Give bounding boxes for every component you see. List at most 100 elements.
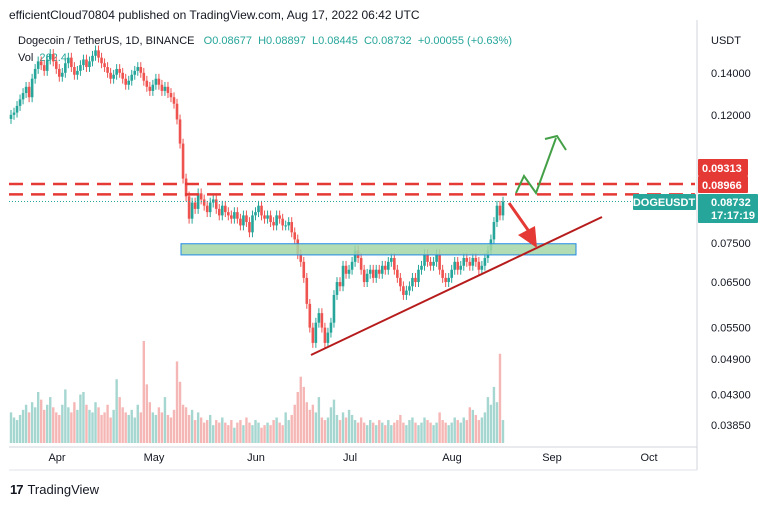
volume-bar xyxy=(368,420,372,443)
y-tick-label: 0.06500 xyxy=(711,277,751,289)
volume-bar xyxy=(263,425,266,443)
candle-body xyxy=(299,254,303,262)
candle-body xyxy=(18,99,22,106)
volume-bar xyxy=(326,417,330,443)
candle-body xyxy=(248,222,251,233)
volume-bar xyxy=(290,414,293,443)
y-tick-label: 0.14000 xyxy=(711,68,751,80)
volume-bar xyxy=(408,420,411,443)
candle-body xyxy=(462,257,466,266)
candle-body xyxy=(396,269,399,278)
volume-bar xyxy=(178,381,182,443)
volume-bar xyxy=(97,407,100,443)
symbol-tag-text: DOGEUSDT xyxy=(633,197,696,209)
volume-bar xyxy=(396,420,399,443)
tradingview-brand[interactable]: 17 TradingView xyxy=(10,482,99,497)
support-zone xyxy=(180,243,577,256)
volume-bar xyxy=(151,412,155,443)
candle-body xyxy=(465,257,469,262)
candle-body xyxy=(112,74,115,79)
volume-bar xyxy=(332,399,336,443)
candle-body xyxy=(305,277,309,304)
volume-bar xyxy=(245,417,248,443)
volume-bar xyxy=(356,422,360,443)
volume-bar xyxy=(248,422,251,443)
candle-body xyxy=(169,93,173,98)
candle-body xyxy=(217,208,221,216)
volume-bar xyxy=(236,422,239,443)
price-tag-second-text: 0.08966 xyxy=(702,180,742,192)
volume-bar xyxy=(224,422,227,443)
trendline xyxy=(310,216,603,356)
volume-bar xyxy=(420,422,423,443)
candle-body xyxy=(374,269,378,278)
price-tag-top-text: 0.09313 xyxy=(702,163,742,175)
candle-body xyxy=(498,205,502,216)
candle-body xyxy=(12,112,16,115)
candle-body xyxy=(441,269,444,278)
volume-bar xyxy=(284,412,287,443)
candle-body xyxy=(57,68,61,77)
candle-body xyxy=(450,269,453,278)
candle-body xyxy=(82,59,85,66)
candle-body xyxy=(365,273,369,283)
volume-bar xyxy=(456,420,459,443)
volume-bar xyxy=(64,389,67,443)
candle-body xyxy=(190,202,194,219)
volume-bar xyxy=(405,425,408,443)
candle-body xyxy=(224,205,227,213)
candle-body xyxy=(91,55,94,62)
candle-body xyxy=(94,50,97,56)
volume-bar xyxy=(308,409,312,443)
change-value: +0.00055 (+0.63%) xyxy=(417,35,512,47)
volume-bar xyxy=(281,425,284,443)
candle-body xyxy=(178,119,182,144)
candle-body xyxy=(284,225,287,227)
candle-body xyxy=(420,265,423,270)
candle-body xyxy=(326,332,330,343)
candle-body xyxy=(42,65,46,71)
volume-bar xyxy=(275,417,278,443)
candle-body xyxy=(239,218,242,226)
volume-bar xyxy=(82,392,85,443)
x-tick-label: Jul xyxy=(343,452,357,464)
countdown-text: 17:17:19 xyxy=(711,210,755,222)
candle-body xyxy=(483,257,487,266)
candle-body xyxy=(79,65,82,71)
volume-bar xyxy=(378,420,381,443)
candle-body xyxy=(269,215,272,223)
open-value: O0.08677 xyxy=(203,35,252,47)
volume-bar xyxy=(145,384,149,443)
volume-bar xyxy=(121,407,124,443)
volume-bar xyxy=(30,402,34,443)
volume-bar xyxy=(432,425,435,443)
volume-bar xyxy=(202,422,206,443)
candle-body xyxy=(260,205,263,216)
symbol-name[interactable]: Dogecoin / TetherUS, 1D, BINANCE xyxy=(18,35,195,47)
candle-body xyxy=(48,53,52,60)
candle-body xyxy=(344,265,348,274)
volume-bar xyxy=(350,414,354,443)
volume-bar xyxy=(453,417,456,443)
volume-bar xyxy=(335,414,339,443)
volume-bar xyxy=(287,420,290,443)
x-tick-label: Jun xyxy=(247,452,265,464)
candle-body xyxy=(21,93,25,100)
candle-body xyxy=(175,103,179,120)
candle-body xyxy=(405,290,408,295)
volume-bar xyxy=(317,397,321,443)
candle-body xyxy=(133,70,137,75)
currency-label: USDT xyxy=(711,35,741,47)
tradingview-logo-icon: 17 xyxy=(10,482,24,497)
candle-body xyxy=(88,61,91,68)
volume-bar xyxy=(85,404,88,443)
candle-body xyxy=(456,261,460,270)
candle-body xyxy=(33,68,37,79)
candle-body xyxy=(70,57,73,68)
volume-bar xyxy=(187,414,191,443)
candle-body xyxy=(145,80,149,87)
candle-body xyxy=(73,67,76,75)
volume-bar xyxy=(61,404,64,443)
candle-body xyxy=(275,215,278,226)
